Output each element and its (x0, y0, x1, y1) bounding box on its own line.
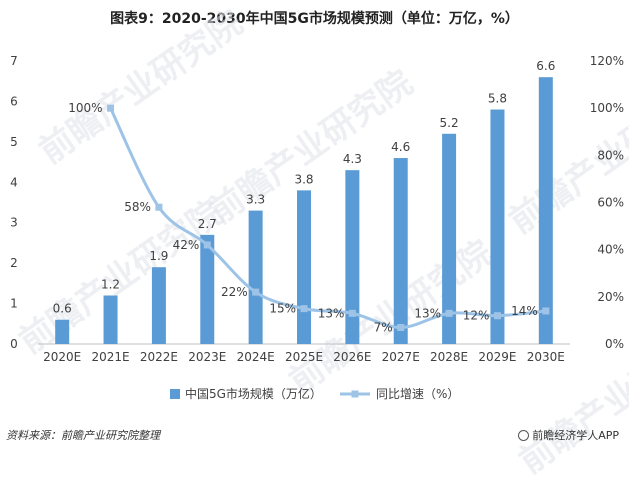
bar-value-label: 1.9 (149, 249, 168, 263)
growth-value-label: 13% (414, 306, 441, 320)
growth-marker (397, 323, 405, 331)
x-axis-tick-label: 2025E (285, 350, 323, 364)
growth-line (109, 107, 546, 329)
legend-bar-swatch (170, 389, 180, 399)
x-axis-tick-label: 2028E (430, 350, 468, 364)
bar-value-label: 0.6 (53, 302, 72, 316)
bar (200, 234, 215, 344)
x-axis-tick-label: 2030E (527, 350, 565, 364)
right-axis-tick-label: 60% (597, 196, 624, 210)
right-axis-tick-label: 20% (597, 290, 624, 304)
growth-value-label: 100% (68, 101, 102, 115)
bar (248, 210, 263, 344)
chart-title: 图表9：2020-2030年中国5G市场规模预测（单位：万亿，%） (110, 11, 519, 27)
bar-value-label: 4.3 (343, 152, 362, 166)
growth-marker (155, 203, 163, 211)
left-axis-tick-label: 4 (10, 175, 18, 189)
bar (442, 133, 457, 344)
growth-marker (300, 305, 308, 313)
bar (393, 158, 408, 344)
growth-value-label: 7% (374, 320, 393, 334)
legend-line-marker (351, 390, 359, 398)
growth-marker (445, 309, 453, 317)
right-axis-tick-label: 40% (597, 243, 624, 257)
left-axis-tick-label: 2 (10, 256, 18, 270)
bar (345, 170, 360, 344)
growth-marker (107, 104, 115, 112)
x-axis-tick-label: 2024E (237, 350, 275, 364)
brand-label: 前瞻经济学人APP (532, 429, 619, 442)
chart-canvas: 0 1 2 3 4 5 6 7 0% 20% 40% 60% 80% 100% 120% 0.6 1.2 1.9 2… (10, 54, 624, 401)
bar-value-label: 2.7 (198, 217, 217, 231)
left-axis-tick-label: 5 (10, 135, 18, 149)
growth-marker (348, 309, 356, 317)
bar-value-label: 3.8 (294, 172, 313, 186)
growth-value-label: 42% (173, 238, 200, 252)
bar-value-label: 1.2 (101, 277, 120, 291)
growth-value-label: 22% (221, 285, 248, 299)
growth-marker (203, 241, 211, 249)
x-axis-tick-label: 2021E (91, 350, 129, 364)
left-axis-tick-label: 7 (10, 54, 18, 68)
x-axis-tick-label: 2027E (382, 350, 420, 364)
bar-value-label: 5.8 (488, 92, 507, 106)
x-axis-tick-label: 2023E (188, 350, 226, 364)
bar (55, 319, 70, 344)
left-axis-tick-label: 1 (10, 297, 18, 311)
growth-value-label: 12% (463, 309, 490, 323)
brand-credit: 前瞻经济学人APP (518, 427, 619, 443)
x-axis-tick-label: 2026E (333, 350, 371, 364)
legend-bar-label: 中国5G市场规模（万亿） (185, 386, 322, 401)
left-axis-tick-label: 3 (10, 216, 18, 230)
x-axis-tick-label: 2020E (43, 350, 81, 364)
growth-marker (252, 288, 260, 296)
left-axis-tick-label: 6 (10, 94, 18, 108)
brand-logo-icon (518, 429, 530, 441)
legend-line-label: 同比增速（%） (376, 387, 459, 401)
x-axis-tick-label: 2029E (478, 350, 516, 364)
right-axis-tick-label: 0% (605, 337, 624, 351)
bar (103, 295, 118, 344)
bar-value-label: 5.2 (440, 116, 459, 130)
growth-marker (542, 307, 550, 315)
bar (490, 109, 505, 344)
left-axis-tick-label: 0 (10, 337, 18, 351)
source-note: 资料来源：前瞻产业研究院整理 (6, 429, 160, 442)
bar-value-label: 6.6 (536, 59, 555, 73)
bar-value-label: 3.3 (246, 193, 265, 207)
right-axis-tick-label: 80% (597, 148, 624, 162)
growth-value-label: 58% (124, 200, 151, 214)
x-axis-tick-label: 2022E (140, 350, 178, 364)
bar (538, 77, 553, 345)
growth-value-label: 14% (511, 304, 538, 318)
growth-value-label: 15% (269, 302, 296, 316)
right-axis-tick-label: 100% (590, 101, 624, 115)
bar (297, 190, 311, 344)
bar (151, 267, 166, 344)
right-axis-tick-label: 120% (590, 54, 624, 68)
growth-marker (493, 312, 501, 320)
growth-value-label: 13% (318, 306, 345, 320)
bar-value-label: 4.6 (391, 140, 410, 154)
